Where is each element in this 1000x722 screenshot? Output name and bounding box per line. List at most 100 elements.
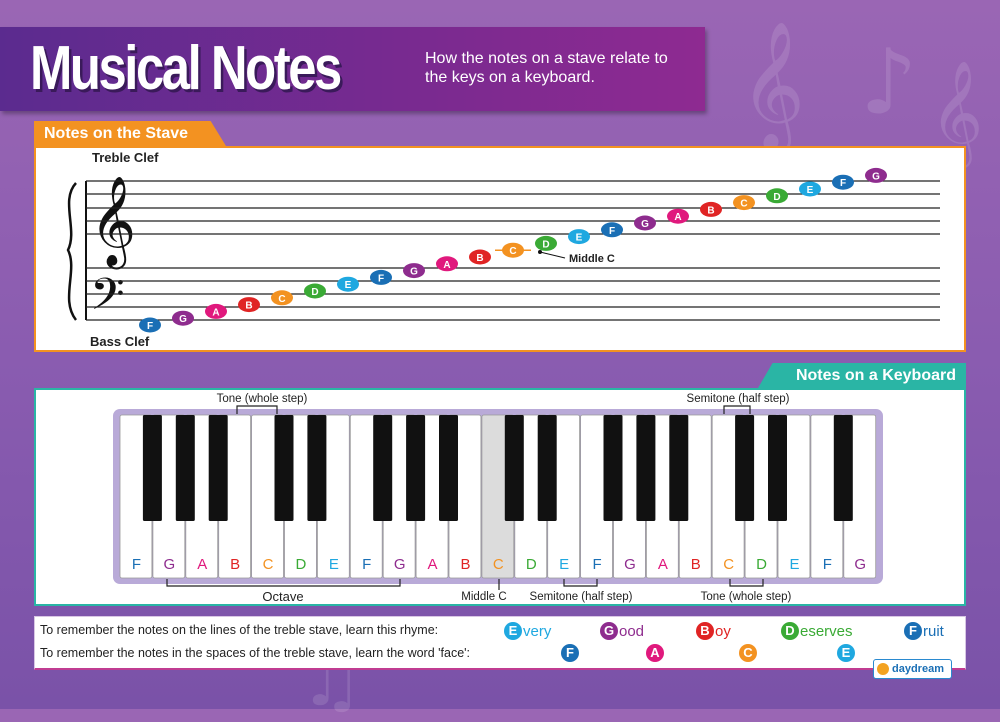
key-letter: C	[263, 556, 274, 573]
word-rest: eserves	[800, 622, 853, 640]
stave-note-G: G	[172, 310, 194, 326]
black-key[interactable]	[669, 415, 689, 521]
stave-note-G: G	[865, 167, 887, 183]
stave-note-E: E	[568, 229, 590, 245]
key-letter: E	[559, 556, 569, 573]
note-letter: F	[840, 178, 846, 189]
page-title: Musical Notes	[30, 34, 342, 103]
stave-note-G: G	[634, 215, 656, 231]
octave-label: Octave	[262, 589, 303, 604]
stave-note-G: G	[403, 263, 425, 279]
letter-circle: C	[739, 644, 757, 662]
key-letter: B	[230, 556, 240, 573]
key-letter: E	[789, 556, 799, 573]
note-letter: A	[443, 260, 450, 271]
key-letter: A	[658, 556, 668, 573]
note-letter: B	[245, 301, 252, 312]
middle-c-pointer	[539, 251, 566, 259]
stave-note-E: E	[799, 181, 821, 197]
note-letter: F	[609, 226, 615, 237]
note-head	[667, 208, 689, 224]
note-head	[733, 195, 755, 211]
semitone-top-label: Semitone (half step)	[687, 393, 790, 405]
note-letter: E	[576, 233, 583, 244]
black-key[interactable]	[274, 415, 294, 521]
black-key[interactable]	[636, 415, 656, 521]
key-letter: D	[756, 556, 767, 573]
black-key[interactable]	[307, 415, 327, 521]
note-head	[139, 317, 161, 333]
black-key[interactable]	[406, 415, 426, 521]
note-head	[469, 249, 491, 265]
note-head	[238, 297, 260, 313]
daydream-logo: daydream	[873, 659, 952, 679]
spaces-mnemonic-text: To remember the notes in the spaces of t…	[40, 646, 471, 660]
note-head	[502, 242, 524, 258]
note-letter: A	[212, 307, 219, 318]
background-note-icon: ♪	[860, 30, 918, 135]
black-key[interactable]	[603, 415, 623, 521]
letter-circle: B	[696, 622, 714, 640]
key-letter: C	[493, 556, 504, 573]
black-key[interactable]	[142, 415, 162, 521]
key-letter: G	[854, 556, 866, 573]
key-letter: B	[460, 556, 470, 573]
black-key[interactable]	[833, 415, 853, 521]
note-head	[799, 181, 821, 197]
middle-c-pointer-dot	[538, 250, 542, 254]
note-head	[403, 263, 425, 279]
note-head	[205, 303, 227, 319]
key-letter: G	[624, 556, 636, 573]
key-letter: G	[394, 556, 406, 573]
note-head	[535, 235, 557, 251]
black-key[interactable]	[439, 415, 458, 521]
note-head	[172, 310, 194, 326]
stave-note-F: F	[370, 269, 392, 285]
letter-circle: E	[504, 622, 522, 640]
stave-note-D: D	[766, 188, 788, 204]
black-key[interactable]	[208, 415, 228, 521]
word-rest: very	[523, 622, 552, 640]
stave-note-D: D	[535, 235, 557, 251]
stave-note-D: D	[304, 283, 326, 299]
letter-circle: E	[837, 644, 855, 662]
page-subtitle: How the notes on a stave relate to the k…	[425, 50, 668, 86]
black-key[interactable]	[175, 415, 195, 521]
note-head	[337, 276, 359, 292]
background-clef-icon: 𝄞	[740, 20, 806, 148]
black-key[interactable]	[735, 415, 755, 521]
treble-clef-icon: 𝄞	[90, 176, 136, 270]
note-letter: D	[773, 192, 780, 203]
stave-note-E: E	[337, 276, 359, 292]
note-letter: E	[807, 185, 814, 196]
face-letter: A	[646, 644, 665, 662]
stave-note-F: F	[139, 317, 161, 333]
key-letter: D	[526, 556, 537, 573]
black-key[interactable]	[768, 415, 787, 521]
letter-circle: F	[561, 644, 579, 662]
middle-c-keyboard-label: Middle C	[461, 591, 506, 603]
stave-note-B: B	[469, 249, 491, 265]
note-head	[865, 167, 887, 183]
note-head	[436, 256, 458, 272]
note-letter: G	[872, 171, 880, 182]
black-key[interactable]	[504, 415, 524, 521]
mnemonic-panel	[34, 616, 966, 670]
black-key[interactable]	[373, 415, 393, 521]
note-letter: G	[641, 219, 649, 230]
letter-circle: G	[600, 622, 618, 640]
note-head	[832, 174, 854, 190]
stave-note-A: A	[667, 208, 689, 224]
bass-clef-icon: 𝄢	[90, 270, 125, 330]
key-letter: C	[723, 556, 734, 573]
note-letter: E	[345, 280, 352, 291]
key-letter: G	[164, 556, 176, 573]
note-letter: G	[179, 314, 187, 325]
black-key[interactable]	[537, 415, 557, 521]
tone-top-label: Tone (whole step)	[217, 393, 308, 405]
key-letter: F	[592, 556, 601, 573]
